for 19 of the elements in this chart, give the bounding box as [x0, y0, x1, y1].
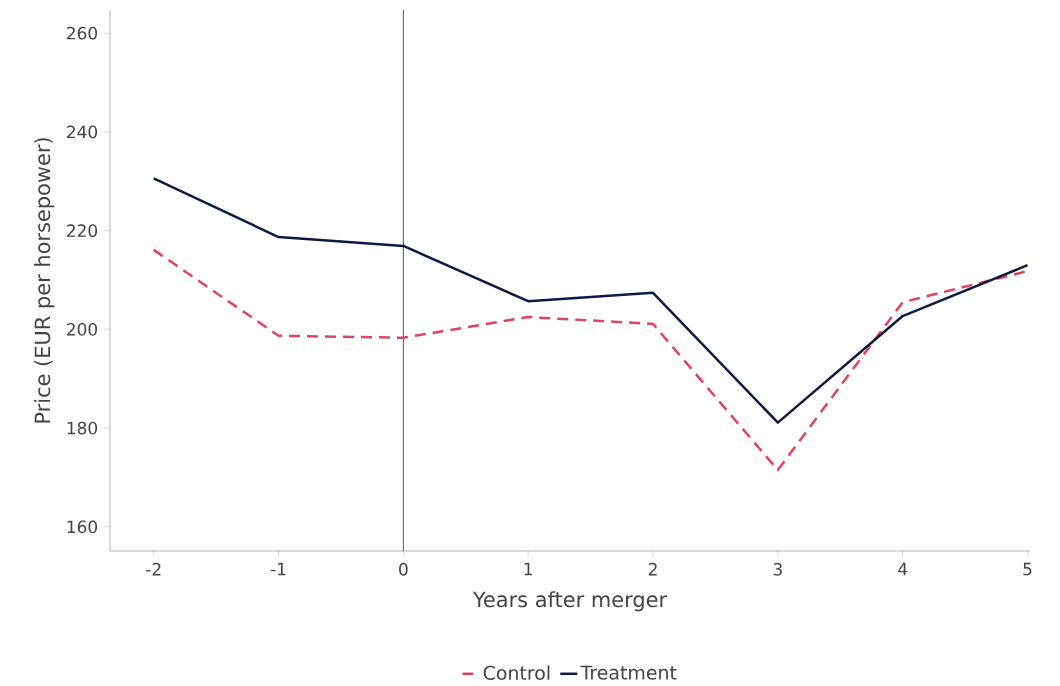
y-tick-label: 180	[67, 421, 98, 435]
x-tick-label: -2	[146, 562, 161, 576]
y-tick-label: 160	[67, 520, 98, 534]
y-tick-label: 220	[67, 224, 98, 237]
x-tick-label: 3	[773, 562, 782, 576]
x-tick-label: 2	[648, 562, 657, 576]
legend-label: Control	[483, 665, 550, 680]
x-tick-label: 5	[1023, 562, 1032, 576]
y-tick-label: 240	[67, 125, 98, 139]
y-tick-label: 200	[67, 322, 98, 336]
legend-label: Treatment	[580, 665, 677, 680]
x-axis-title: Years after merger	[472, 591, 668, 612]
x-tick-label: 0	[399, 562, 408, 576]
x-tick-label: 1	[524, 562, 533, 576]
y-tick-label: 260	[67, 26, 98, 40]
x-tick-label: -1	[270, 562, 286, 576]
line-series	[152, 176, 1029, 424]
x-tick-label: 4	[898, 562, 908, 576]
y-axis-title: Price (EUR per horsepower)	[34, 138, 55, 423]
